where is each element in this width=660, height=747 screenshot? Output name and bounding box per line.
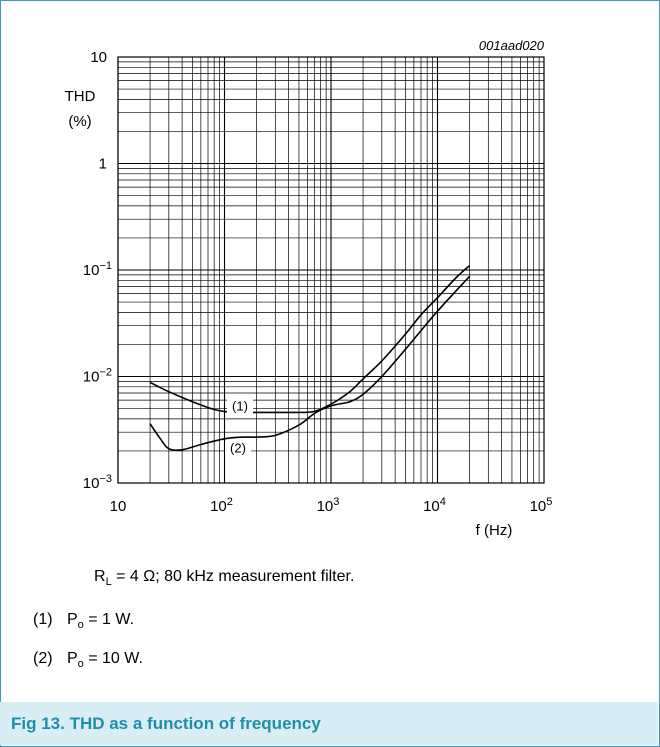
chart-curves <box>149 264 471 452</box>
chart-labels: 10 102 103 104 105 10 1 10−1 10−2 10−3 THD (%) f (Hz… <box>65 38 553 539</box>
y-tick-label: 10−1 <box>83 260 112 279</box>
y-tick-label: 10−2 <box>83 367 112 386</box>
plot-area-border <box>117 56 545 484</box>
curve-label-1: (1) <box>232 399 248 414</box>
y-tick-label: 10−3 <box>83 473 112 492</box>
x-tick-label: 102 <box>210 496 233 515</box>
y-tick-label: 1 <box>99 156 107 173</box>
curve-label-background <box>225 439 251 456</box>
curve-label-2: (2) <box>230 441 246 456</box>
x-tick-label: 104 <box>423 496 446 515</box>
x-tick-label: 105 <box>530 496 553 515</box>
series-line-2 <box>149 275 471 452</box>
figure-code: 001aad020 <box>479 38 545 53</box>
chart-grid <box>117 56 545 484</box>
series-line-1 <box>149 264 471 414</box>
y-axis-label: THD <box>65 88 96 105</box>
note-item-2: (2) Po = 10 W. <box>33 650 143 670</box>
measurement-conditions: RL = 4 Ω; 80 kHz measurement filter. <box>94 568 355 588</box>
figure-caption-bar: Fig 13. THD as a function of frequency <box>0 702 658 745</box>
x-tick-label: 103 <box>317 496 340 515</box>
thd-chart: 10 102 103 104 105 10 1 10−1 10−2 10−3 THD (%) f (Hz… <box>65 38 553 539</box>
x-tick-label: 10 <box>110 498 127 515</box>
y-axis-unit: (%) <box>68 113 91 130</box>
note-item-1: (1) Po = 1 W. <box>33 611 135 631</box>
curve-label-background <box>227 397 253 414</box>
x-axis-label: f (Hz) <box>476 522 513 539</box>
figure-caption: Fig 13. THD as a function of frequency <box>11 714 321 733</box>
y-tick-label: 10 <box>90 49 107 66</box>
